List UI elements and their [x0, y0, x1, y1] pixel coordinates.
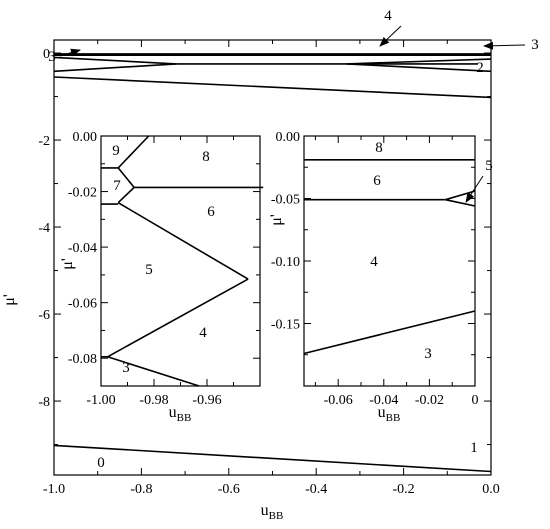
right-inset-y-tick-label: -0.10	[271, 255, 300, 270]
main-y-tick-label: -8	[38, 395, 50, 410]
left-inset-y-tick-label: 0.00	[73, 130, 98, 145]
right-inset-series-line	[445, 198, 476, 207]
right-inset-region-label: 5	[485, 158, 493, 174]
right-inset-y-tick-label: -0.15	[271, 318, 300, 333]
left-inset-region-label: 4	[199, 325, 207, 341]
right-inset-y-axis-label: μ'	[268, 214, 285, 226]
right-inset-y-tick-label: 0.00	[276, 130, 301, 145]
right-inset-x-tick-label: -0.06	[324, 393, 353, 408]
left-inset-region-label: 7	[113, 178, 121, 194]
right-inset-x-tick-label: 0	[472, 393, 479, 408]
main-region-label: 3	[48, 49, 56, 65]
right-inset-series-line	[303, 310, 476, 355]
main-annotation-arrow	[379, 25, 402, 47]
main-x-tick-label: -1.0	[43, 482, 65, 497]
left-inset-region-label: 9	[112, 143, 120, 159]
main-y-axis-label: μ'	[1, 294, 18, 306]
left-inset-y-tick-label: -0.08	[68, 352, 97, 367]
main-series-line	[53, 63, 177, 73]
left-inset-series-line	[107, 278, 249, 358]
left-inset-region-label: 3	[122, 360, 130, 376]
right-inset-region-label: 4	[370, 254, 378, 270]
main-x-tick-label: 0.0	[482, 482, 500, 497]
left-inset-x-tick-label: -1.00	[86, 393, 115, 408]
main-annotation-arrow	[59, 48, 81, 57]
left-inset-y-tick-label: -0.04	[68, 241, 97, 256]
left-inset-y-tick-label: -0.06	[68, 297, 97, 312]
right-inset-x-tick-label: -0.04	[369, 393, 398, 408]
main-region-label: 0	[97, 455, 105, 471]
main-x-tick-label: -0.2	[393, 482, 415, 497]
main-y-tick-label: -4	[38, 221, 50, 236]
right-inset-x-tick-label: -0.02	[415, 393, 444, 408]
left-inset-series-line	[117, 186, 135, 204]
right-inset-x-axis-label: uBB	[378, 404, 401, 424]
left-inset-region-label: 5	[145, 262, 153, 278]
left-inset-series-line	[107, 356, 200, 387]
main-series-line	[346, 63, 492, 73]
main-region-label: 3	[531, 37, 539, 53]
main-x-axis-label: uBB	[261, 502, 284, 522]
right-inset-annotation-arrow	[465, 175, 484, 203]
left-inset-region-label: 8	[202, 149, 210, 165]
main-series-line	[53, 76, 492, 99]
left-inset-region-label: 6	[207, 204, 215, 220]
left-inset-x-axis-label: uBB	[169, 404, 192, 424]
main-y-tick-label: -6	[38, 308, 50, 323]
right-inset-region-label: 8	[375, 140, 383, 156]
main-series-line	[53, 444, 492, 473]
main-region-label: 4	[384, 8, 392, 24]
left-inset-x-tick-label: -0.96	[192, 393, 221, 408]
left-inset-y-axis-label: μ'	[59, 258, 76, 270]
main-annotation-arrow	[483, 41, 526, 50]
right-inset-background	[304, 136, 475, 386]
left-inset-series-line	[117, 202, 249, 280]
main-x-tick-label: -0.8	[130, 482, 152, 497]
main-series-line	[346, 58, 492, 65]
left-inset-y-tick-label: -0.02	[68, 186, 97, 201]
main-x-tick-label: -0.6	[218, 482, 240, 497]
main-y-tick-label: -2	[38, 134, 50, 149]
main-series-line	[53, 56, 177, 65]
left-inset-plot: -1.00 -0.98 -0.96 0.00 -0.02 -0.04 -0.06 -0.08 u…	[59, 130, 264, 424]
left-inset-series-line	[117, 167, 135, 188]
right-inset-plot: -0.06 -0.04 -0.02 0 0.00 -0.05 -0.10 -0.15 uBB μ'…	[268, 130, 493, 424]
main-plot: -1.0 -0.8 -0.6 -0.4 -0.2 0.00-2-4-6-8uBBμ'012…	[1, 8, 539, 522]
main-x-tick-label: -0.4	[305, 482, 327, 497]
main-region-label: 1	[470, 440, 478, 456]
left-inset-series-line	[117, 135, 150, 169]
right-inset-region-label: 3	[424, 346, 432, 362]
left-inset-x-tick-label: -0.98	[139, 393, 168, 408]
main-y-tick-label: 0	[43, 47, 50, 62]
left-inset-background	[101, 136, 260, 386]
main-region-label: 2	[476, 60, 484, 76]
right-inset-region-label: 6	[373, 173, 381, 189]
right-inset-y-tick-label: -0.05	[271, 193, 300, 208]
